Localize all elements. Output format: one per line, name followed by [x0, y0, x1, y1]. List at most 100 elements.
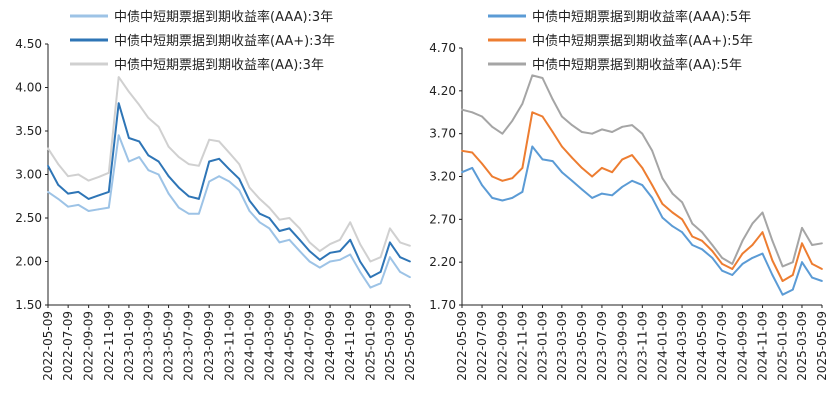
- data-point: [521, 191, 524, 193]
- data-point: [147, 154, 150, 157]
- data-point: [481, 184, 483, 187]
- data-point: [399, 241, 401, 244]
- data-point: [147, 169, 150, 172]
- data-point: [541, 115, 544, 118]
- data-point: [531, 74, 534, 77]
- data-point: [581, 131, 583, 133]
- data-point: [208, 180, 211, 183]
- data-point: [349, 253, 352, 256]
- data-point: [329, 260, 331, 263]
- data-point: [127, 160, 130, 163]
- data-point: [389, 227, 391, 230]
- data-point: [318, 258, 321, 261]
- data-point: [501, 179, 504, 182]
- data-point: [167, 145, 170, 148]
- data-point: [571, 156, 573, 159]
- data-point: [691, 222, 694, 225]
- legend-label: 中债中短期票据到期收益率(AA+):5年: [532, 33, 753, 49]
- data-point: [611, 171, 613, 174]
- data-point: [521, 167, 524, 169]
- data-point: [651, 149, 654, 152]
- data-point: [751, 244, 754, 246]
- data-point: [701, 248, 703, 251]
- data-point: [611, 194, 613, 197]
- data-point: [501, 132, 504, 135]
- data-point: [691, 244, 694, 246]
- data-point: [329, 243, 331, 246]
- data-point: [541, 77, 544, 79]
- data-point: [107, 191, 110, 193]
- data-point: [601, 128, 603, 131]
- data-point: [238, 177, 241, 180]
- data-point: [741, 239, 744, 242]
- x-tick-label: 2023-05-09: [162, 311, 176, 381]
- data-point: [409, 276, 411, 279]
- data-point: [631, 154, 633, 157]
- x-tick-label: 2023-01-09: [535, 311, 549, 381]
- data-point: [531, 111, 534, 114]
- data-point: [811, 244, 813, 246]
- data-point: [389, 241, 391, 244]
- data-point: [561, 171, 563, 174]
- data-point: [379, 271, 382, 273]
- data-point: [651, 197, 654, 199]
- data-point: [681, 218, 683, 221]
- data-point: [491, 175, 494, 178]
- x-tick-label: 2025-01-09: [776, 311, 790, 381]
- data-point: [187, 212, 190, 215]
- x-tick-label: 2023-01-09: [122, 311, 136, 381]
- x-tick-label: 2023-05-09: [575, 311, 589, 381]
- data-point: [561, 145, 563, 148]
- y-tick-label: 2.50: [15, 211, 42, 225]
- data-point: [751, 257, 754, 259]
- data-point: [399, 256, 401, 259]
- data-point: [218, 175, 221, 178]
- data-point: [671, 225, 674, 228]
- data-point: [47, 164, 49, 167]
- data-point: [167, 175, 170, 178]
- x-tick-label: 2023-03-09: [141, 311, 155, 381]
- data-point: [501, 199, 504, 202]
- data-point: [511, 197, 514, 199]
- x-tick-label: 2022-11-09: [102, 311, 116, 381]
- y-tick-label: 4.70: [429, 41, 456, 55]
- data-point: [47, 147, 49, 150]
- data-point: [258, 221, 261, 224]
- data-point: [471, 151, 474, 154]
- data-point: [349, 238, 352, 241]
- data-point: [349, 221, 352, 224]
- y-tick-label: 3.20: [429, 170, 456, 184]
- data-point: [278, 230, 281, 232]
- data-point: [721, 263, 723, 265]
- data-point: [731, 263, 734, 265]
- data-point: [761, 211, 764, 214]
- data-point: [471, 167, 474, 169]
- data-point: [641, 184, 644, 187]
- data-point: [138, 140, 141, 143]
- data-point: [167, 192, 170, 195]
- data-point: [268, 227, 271, 230]
- data-point: [107, 171, 110, 174]
- data-point: [138, 156, 141, 159]
- x-tick-label: 2025-05-09: [403, 311, 417, 381]
- data-point: [661, 177, 664, 180]
- x-tick-label: 2025-01-09: [363, 311, 377, 381]
- data-point: [308, 250, 311, 253]
- data-point: [741, 263, 744, 265]
- data-point: [268, 206, 271, 209]
- legend-label: 中债中短期票据到期收益率(AA+):3年: [114, 33, 335, 49]
- data-point: [791, 288, 794, 291]
- legend-label: 中债中短期票据到期收益率(AA):5年: [532, 57, 742, 73]
- data-point: [97, 194, 100, 197]
- data-point: [581, 167, 583, 169]
- y-tick-label: 1.70: [429, 298, 456, 312]
- x-tick-label: 2023-03-09: [555, 311, 569, 381]
- x-tick-label: 2022-11-09: [515, 311, 529, 381]
- data-point: [541, 158, 544, 161]
- data-point: [711, 244, 714, 246]
- data-point: [741, 252, 744, 255]
- data-point: [721, 269, 723, 272]
- data-point: [298, 227, 301, 230]
- x-tick-label: 2023-09-09: [615, 311, 629, 381]
- data-point: [701, 239, 703, 242]
